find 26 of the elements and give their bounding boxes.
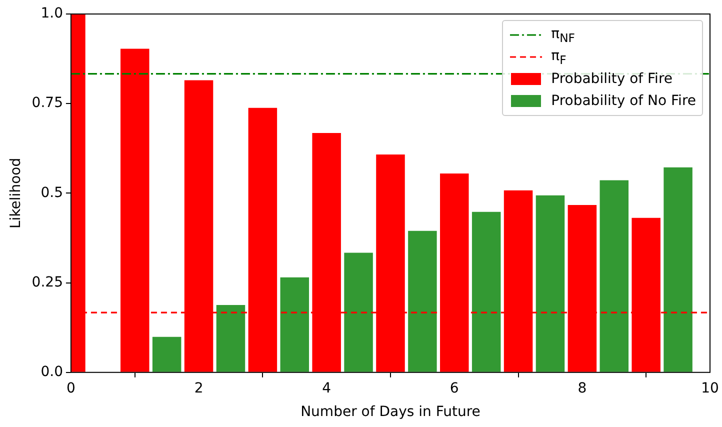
y-tick-label: 0.5 xyxy=(40,184,63,201)
x-tick-label: 4 xyxy=(322,380,332,396)
legend-label: π$_{NF}$ xyxy=(551,26,575,44)
x-tick-label: 6 xyxy=(450,380,459,396)
legend-label: π$_{F}$ xyxy=(551,48,566,66)
y-tick-label: 1.0 xyxy=(40,6,63,22)
y-tick-label: 0.75 xyxy=(32,95,63,112)
y-axis-title: Likelihood xyxy=(8,158,24,228)
bar xyxy=(600,180,629,372)
x-tick-label: 0 xyxy=(66,380,76,396)
bar xyxy=(344,252,373,372)
bar xyxy=(472,212,501,372)
legend-label: Probability of Fire xyxy=(551,71,673,87)
y-tick-label: 0.25 xyxy=(32,274,63,290)
bar xyxy=(664,167,692,372)
legend-label: Probability of No Fire xyxy=(551,93,696,109)
x-tick-label: 8 xyxy=(578,380,587,396)
x-tick-label: 10 xyxy=(701,380,719,396)
y-tick-label: 0.0 xyxy=(40,364,63,380)
bar xyxy=(216,305,246,372)
bar xyxy=(152,336,182,372)
bar xyxy=(536,195,565,372)
bar xyxy=(280,277,310,372)
bar xyxy=(408,230,437,372)
x-tick-label: 2 xyxy=(194,380,204,396)
x-axis-title: Number of Days in Future xyxy=(300,404,480,420)
